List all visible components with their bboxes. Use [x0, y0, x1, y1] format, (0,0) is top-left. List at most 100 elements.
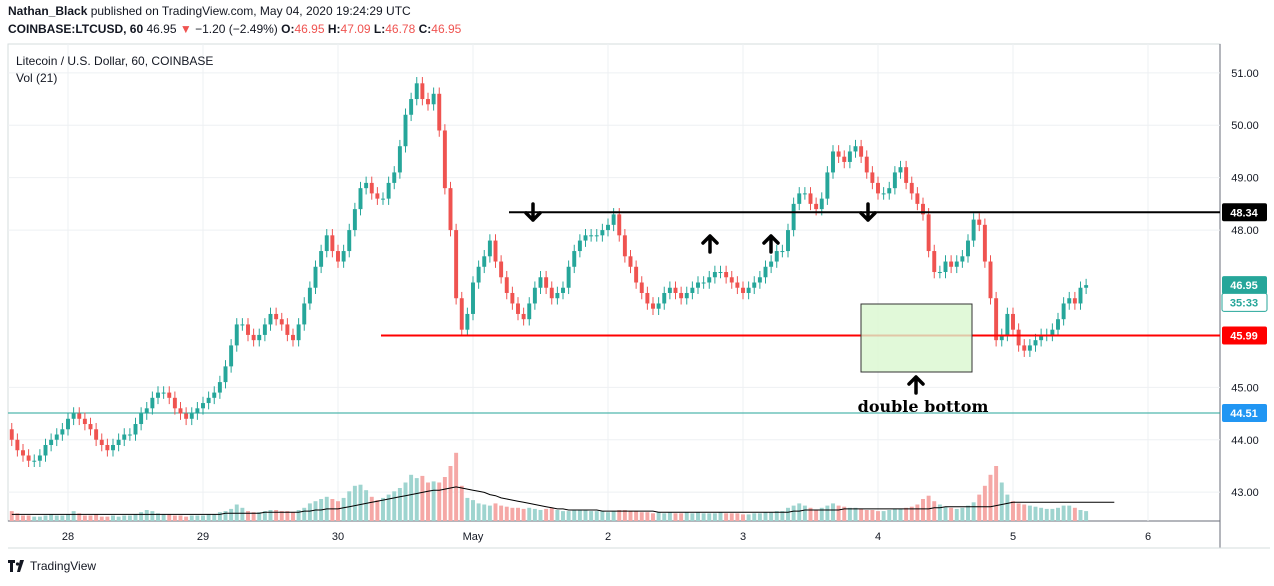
author-name[interactable]: Nathan_Black — [8, 4, 88, 18]
volume-bar — [172, 515, 177, 521]
volume-bar — [510, 507, 515, 521]
volume-bar — [690, 513, 695, 521]
candle-body — [313, 266, 318, 288]
volume-bar — [313, 501, 318, 521]
volume-bar — [201, 515, 205, 521]
high-label: H: — [327, 22, 341, 36]
candle-body — [54, 434, 59, 440]
volume-bar — [392, 491, 397, 521]
candle-body — [746, 287, 751, 293]
volume-bar — [1067, 505, 1072, 521]
volume-bar — [386, 494, 391, 521]
volume-bar — [499, 505, 504, 521]
volume-title: Vol (21) — [16, 71, 57, 85]
candle-body — [645, 292, 650, 304]
volume-bar — [487, 505, 492, 521]
candle-body — [133, 424, 138, 435]
volume-bar — [561, 511, 565, 521]
volume-bar — [285, 511, 290, 521]
volume-bar — [336, 501, 340, 521]
footer-brand[interactable]: TradingView — [8, 559, 96, 573]
arrow-down-icon[interactable] — [524, 202, 542, 222]
volume-bar — [594, 511, 599, 521]
candle-body — [516, 303, 520, 314]
candle-body — [212, 392, 217, 398]
candle-body — [403, 114, 408, 147]
volume-bar — [330, 499, 335, 521]
candle-body — [262, 324, 267, 335]
price-tag[interactable] — [1221, 292, 1268, 312]
candle-body — [707, 277, 712, 283]
volume-bar — [116, 516, 121, 521]
candle-body — [116, 439, 121, 445]
candle-body — [476, 266, 481, 283]
ohlc-bar: COINBASE:LTCUSD, 60 46.95 ▼ −1.20 (−2.49… — [8, 22, 461, 36]
volume-bar — [538, 510, 543, 521]
volume-bar — [426, 482, 430, 521]
time-tick-label: 30 — [332, 531, 344, 543]
volume-ma-line — [11, 486, 1115, 515]
price-tag[interactable] — [1222, 276, 1267, 295]
candle-body — [802, 193, 807, 195]
candle-body — [859, 146, 864, 157]
candle-body — [144, 408, 149, 414]
volume-bar — [431, 481, 436, 521]
time-tick-label: 5 — [1010, 531, 1016, 543]
volume-bar — [966, 505, 970, 521]
candle-body — [77, 413, 82, 419]
candle-body — [274, 313, 279, 320]
candle-body — [161, 392, 166, 394]
price-tag[interactable] — [1222, 326, 1267, 345]
candle-body — [774, 251, 779, 262]
candle-body — [319, 251, 324, 267]
volume-bar — [150, 511, 155, 521]
volume-bar — [82, 515, 87, 521]
candle-body — [994, 298, 999, 341]
arrow-up-icon[interactable] — [701, 234, 719, 254]
candle-body — [1039, 334, 1044, 341]
volume-bar — [577, 510, 582, 521]
volume-bar — [66, 514, 70, 521]
candle-body — [1078, 287, 1083, 304]
candle-body — [966, 240, 970, 257]
candle-body — [442, 130, 447, 189]
price-tag[interactable] — [1222, 203, 1267, 222]
volume-bar — [1084, 511, 1089, 521]
volume-bar — [1078, 510, 1083, 521]
double-bottom-box[interactable] — [860, 303, 973, 373]
volume-bar — [21, 515, 25, 521]
volume-bar — [274, 510, 279, 521]
volume-bar — [898, 508, 903, 521]
arrow-up-icon[interactable] — [762, 234, 780, 254]
candle-body — [426, 99, 430, 105]
volume-bar — [49, 514, 54, 521]
candle-body — [94, 429, 99, 440]
candle-body — [1050, 329, 1055, 335]
candle-body — [729, 277, 734, 283]
arrow-down-icon[interactable] — [859, 202, 877, 222]
candle-body — [549, 287, 554, 299]
volume-bar — [521, 508, 526, 521]
volume-bar — [696, 512, 700, 521]
volume-bar — [409, 474, 414, 521]
volume-bar — [1011, 501, 1015, 521]
price-tag[interactable] — [1222, 404, 1267, 423]
volume-bar — [240, 507, 245, 521]
volume-bar — [870, 510, 875, 521]
volume-bar — [684, 512, 689, 521]
volume-bar — [206, 514, 211, 521]
volume-bar — [504, 506, 509, 521]
volume-bar — [628, 511, 633, 521]
volume-bar — [673, 513, 678, 521]
candle-body — [1084, 285, 1089, 288]
candle-body — [690, 287, 695, 293]
candle-body — [66, 418, 70, 430]
volume-bar — [403, 482, 408, 521]
volume-bar — [223, 511, 228, 521]
volume-bar — [757, 513, 762, 521]
arrow-up-icon[interactable] — [907, 375, 925, 395]
volume-bar — [133, 514, 138, 521]
volume-bar — [701, 513, 706, 521]
open-value: 46.95 — [294, 22, 325, 36]
